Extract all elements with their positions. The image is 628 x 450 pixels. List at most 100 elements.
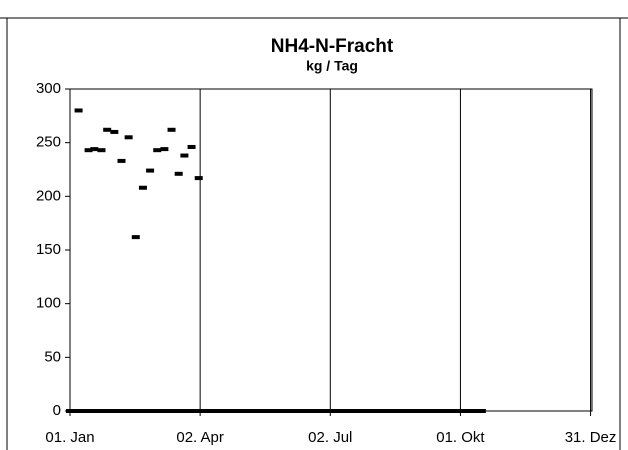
point: [472, 409, 481, 413]
point: [403, 409, 412, 413]
point: [123, 409, 132, 413]
point: [386, 409, 395, 413]
point: [203, 409, 212, 413]
point: [243, 409, 252, 413]
point: [254, 409, 263, 413]
point: [153, 148, 162, 153]
x-tick-label: 02. Jul: [308, 429, 352, 446]
point: [226, 409, 235, 413]
point: [334, 409, 343, 413]
point: [131, 235, 140, 240]
point: [432, 409, 441, 413]
point: [460, 409, 469, 413]
point: [168, 409, 177, 413]
point: [106, 409, 115, 413]
point: [266, 409, 275, 413]
y-tick-label: 100: [36, 295, 61, 312]
point: [194, 176, 203, 181]
point: [186, 409, 195, 413]
point: [77, 409, 86, 413]
point: [191, 409, 200, 413]
point: [83, 409, 92, 413]
point: [311, 409, 320, 413]
point: [374, 409, 383, 413]
point: [369, 409, 378, 413]
point: [128, 409, 137, 413]
chart-subtitle: kg / Tag: [306, 58, 358, 74]
point: [146, 409, 155, 413]
point: [477, 409, 486, 413]
point: [392, 409, 401, 413]
point: [409, 409, 418, 413]
x-tick-label: 02. Apr: [176, 429, 224, 446]
point: [88, 409, 97, 413]
point: [466, 409, 475, 413]
y-tick-label: 200: [36, 187, 61, 204]
point: [180, 153, 189, 158]
point: [71, 409, 80, 413]
point: [329, 409, 338, 413]
point: [197, 409, 206, 413]
point: [94, 409, 103, 413]
point: [220, 409, 229, 413]
x-tick-label: 31. Dez: [565, 429, 617, 446]
point: [66, 409, 74, 413]
point: [414, 409, 423, 413]
point: [160, 147, 169, 152]
point: [167, 127, 176, 132]
point: [84, 148, 93, 153]
point: [300, 409, 309, 413]
point: [449, 409, 458, 413]
chart-title: NH4-N-Fracht: [271, 36, 394, 57]
point: [346, 409, 355, 413]
point: [306, 409, 315, 413]
y-tick-label: 300: [36, 80, 61, 97]
point: [443, 409, 452, 413]
point: [174, 409, 183, 413]
point: [397, 409, 406, 413]
point: [249, 409, 258, 413]
point: [283, 409, 292, 413]
point: [454, 409, 463, 413]
point: [323, 409, 332, 413]
point: [340, 409, 349, 413]
point: [231, 409, 240, 413]
point: [363, 409, 372, 413]
point: [151, 409, 160, 413]
point: [111, 409, 120, 413]
x-tick-label: 01. Jan: [45, 429, 94, 446]
point: [289, 409, 298, 413]
point: [163, 409, 172, 413]
point: [110, 129, 119, 134]
y-tick-label: 50: [44, 348, 61, 365]
point: [260, 409, 269, 413]
y-tick-label: 150: [36, 241, 61, 258]
point: [140, 409, 149, 413]
point: [437, 409, 446, 413]
point: [117, 158, 126, 163]
point: [237, 409, 246, 413]
point: [277, 409, 286, 413]
x-tick-label: 01. Okt: [436, 429, 485, 446]
point: [74, 108, 83, 113]
y-tick-label: 0: [53, 402, 61, 419]
point: [174, 171, 183, 176]
point: [426, 409, 435, 413]
point: [157, 409, 166, 413]
point: [97, 148, 106, 153]
point: [187, 144, 196, 149]
point: [209, 409, 218, 413]
y-tick-label: 250: [36, 134, 61, 151]
point: [117, 409, 126, 413]
point: [146, 168, 155, 173]
point: [317, 409, 326, 413]
point: [352, 409, 361, 413]
point: [380, 409, 389, 413]
point: [420, 409, 429, 413]
point: [271, 409, 280, 413]
point: [134, 409, 143, 413]
point: [90, 147, 99, 152]
point: [214, 409, 223, 413]
